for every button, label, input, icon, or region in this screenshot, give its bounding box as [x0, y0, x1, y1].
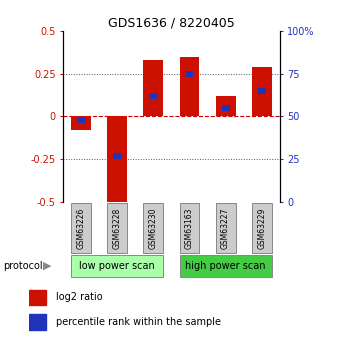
FancyBboxPatch shape: [144, 203, 163, 253]
Bar: [252, 67, 271, 117]
Text: GSM63226: GSM63226: [77, 207, 86, 249]
Text: percentile rank within the sample: percentile rank within the sample: [56, 317, 221, 327]
Text: log2 ratio: log2 ratio: [56, 293, 103, 302]
Bar: [29, 315, 46, 330]
Text: high power scan: high power scan: [186, 260, 266, 270]
Bar: [179, 57, 199, 117]
Text: GSM63163: GSM63163: [185, 207, 194, 249]
Bar: [29, 290, 46, 305]
Bar: [222, 105, 230, 111]
Title: GDS1636 / 8220405: GDS1636 / 8220405: [108, 17, 235, 30]
FancyBboxPatch shape: [179, 255, 271, 277]
Bar: [149, 93, 157, 99]
Text: ▶: ▶: [43, 261, 51, 271]
Bar: [186, 71, 193, 77]
Bar: [144, 60, 163, 117]
Bar: [108, 117, 127, 202]
Bar: [258, 88, 266, 94]
Bar: [216, 96, 235, 117]
FancyBboxPatch shape: [71, 255, 163, 277]
Bar: [71, 117, 91, 130]
Bar: [77, 117, 85, 123]
Text: GSM63229: GSM63229: [257, 207, 266, 249]
FancyBboxPatch shape: [252, 203, 271, 253]
Text: GSM63230: GSM63230: [149, 207, 158, 249]
Text: protocol: protocol: [4, 261, 43, 271]
FancyBboxPatch shape: [216, 203, 235, 253]
Text: low power scan: low power scan: [79, 260, 155, 270]
Text: GSM63228: GSM63228: [113, 207, 122, 249]
Bar: [113, 153, 121, 159]
FancyBboxPatch shape: [108, 203, 127, 253]
Text: GSM63227: GSM63227: [221, 207, 230, 249]
FancyBboxPatch shape: [71, 203, 91, 253]
FancyBboxPatch shape: [179, 203, 199, 253]
